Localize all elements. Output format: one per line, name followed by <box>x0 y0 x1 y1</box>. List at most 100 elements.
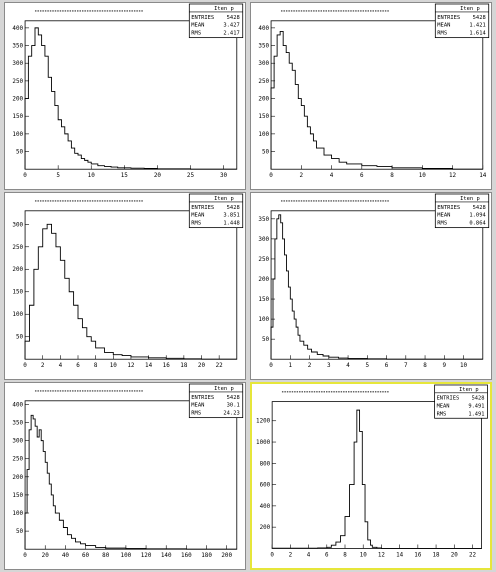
x-tick-label: 2 <box>300 172 304 179</box>
y-tick-label: 300 <box>258 60 269 67</box>
stats-value: 3.851 <box>223 213 239 219</box>
y-tick-label: 100 <box>12 311 23 318</box>
histogram-line <box>271 409 482 549</box>
stats-label: RMS <box>437 221 447 227</box>
x-tick-label: 2 <box>41 362 45 369</box>
y-tick-label: 250 <box>12 456 23 463</box>
y-tick-label: 400 <box>260 504 271 510</box>
x-tick-label: 20 <box>451 552 459 558</box>
x-tick-label: 2 <box>289 552 293 558</box>
y-tick-label: 50 <box>16 149 24 156</box>
stats-label: MEAN <box>191 213 204 219</box>
x-tick-label: 14 <box>479 172 487 179</box>
x-tick-label: 10 <box>88 172 96 179</box>
y-tick-label: 350 <box>258 43 269 50</box>
histogram-pad-3[interactable]: 0 2 4 6 8 10 12 14 16 18 20 22 50 100 150 200 250 300 Iten… <box>4 192 246 380</box>
x-tick-label: 8 <box>343 552 347 558</box>
x-tick-label: 60 <box>82 552 90 559</box>
stats-value: 0.864 <box>469 221 486 227</box>
plot-frame <box>271 401 482 549</box>
y-tick-label: 200 <box>258 96 269 103</box>
x-tick-label: 8 <box>94 362 98 369</box>
x-tick-label: 7 <box>404 362 408 369</box>
histogram-line <box>24 414 237 550</box>
stats-label: RMS <box>191 221 201 227</box>
stats-label: ENTRIES <box>191 15 214 21</box>
x-tick-label: 200 <box>221 552 232 559</box>
y-tick-label: 150 <box>258 296 269 303</box>
plot-frame <box>24 400 238 550</box>
x-tick-label: 14 <box>145 362 153 369</box>
x-tick-label: 0 <box>23 552 27 559</box>
stats-label: MEAN <box>437 403 450 409</box>
y-tick-label: 150 <box>12 289 23 296</box>
y-tick-label: 400 <box>12 25 23 32</box>
y-tick-label: 1200 <box>256 419 271 425</box>
histogram-pad-4[interactable]: 0 1 2 3 4 5 6 7 8 9 10 50 100 150 200 250 300 350 Iten p EN… <box>250 192 492 380</box>
stats-label: ENTRIES <box>191 205 214 211</box>
stats-label: ENTRIES <box>437 396 460 402</box>
x-tick-label: 20 <box>154 172 162 179</box>
x-tick-label: 4 <box>330 172 334 179</box>
stats-value: 5428 <box>473 205 486 211</box>
y-tick-label: 200 <box>12 266 23 273</box>
x-tick-label: 0 <box>23 362 27 369</box>
x-tick-label: 5 <box>366 362 370 369</box>
stats-label: RMS <box>191 31 201 37</box>
x-tick-label: 100 <box>121 552 132 559</box>
x-tick-label: 120 <box>141 552 152 559</box>
histogram-plot-1: 0 5 10 15 20 25 30 50 100 150 200 250 300 350 400 Iten … <box>12 3 244 179</box>
y-tick-label: 1000 <box>256 440 271 446</box>
y-tick-label: 50 <box>16 334 24 341</box>
stats-value: 1.421 <box>469 23 485 29</box>
y-tick-label: 400 <box>258 25 269 32</box>
x-tick-label: 20 <box>42 552 50 559</box>
stats-value: 2.417 <box>223 31 239 37</box>
stats-value: 5428 <box>227 205 240 211</box>
y-tick-label: 50 <box>16 528 24 535</box>
x-tick-label: 18 <box>180 362 188 369</box>
stats-box <box>434 384 488 419</box>
histogram-pad-5[interactable]: 0 20 40 60 80 100 120 140 160 180 200 50 100 150 200 25… <box>4 382 246 570</box>
x-tick-label: 6 <box>76 362 80 369</box>
stats-value: 24.23 <box>223 411 239 417</box>
stats-value: 5428 <box>227 395 240 401</box>
y-tick-label: 400 <box>12 401 23 408</box>
y-tick-label: 150 <box>12 113 23 120</box>
stats-label: MEAN <box>191 23 204 29</box>
x-tick-label: 3 <box>327 362 331 369</box>
histogram-pad-1[interactable]: 0 5 10 15 20 25 30 50 100 150 200 250 300 350 400 Iten … <box>4 2 246 190</box>
y-tick-label: 250 <box>258 256 269 263</box>
histogram-line <box>24 27 237 170</box>
x-tick-label: 9 <box>443 362 447 369</box>
x-tick-label: 160 <box>181 552 192 559</box>
stats-title: Iten p <box>214 6 234 12</box>
histogram-plot-4: 0 1 2 3 4 5 6 7 8 9 10 50 100 150 200 250 300 350 Iten pEN… <box>258 193 490 369</box>
stats-value: 1.094 <box>469 213 486 219</box>
x-tick-label: 14 <box>396 552 404 558</box>
x-tick-label: 10 <box>360 552 368 558</box>
y-tick-label: 350 <box>12 420 23 427</box>
x-tick-label: 4 <box>346 362 350 369</box>
histogram-plot-2: 0 2 4 6 8 10 12 14 50 100 150 200 250 300 350 400 Iten p… <box>258 3 490 179</box>
x-tick-label: 22 <box>216 362 224 369</box>
y-tick-label: 600 <box>260 483 271 489</box>
x-tick-label: 0 <box>269 172 273 179</box>
y-tick-label: 50 <box>262 149 270 156</box>
y-tick-label: 100 <box>258 131 269 138</box>
histogram-pad-6-selected[interactable]: 0 2 4 6 8 10 12 14 16 18 20 22 200 400 600 800 1000 1200 I… <box>250 382 492 570</box>
x-tick-label: 2 <box>308 362 312 369</box>
x-tick-label: 8 <box>423 362 427 369</box>
x-tick-label: 25 <box>187 172 195 179</box>
stats-label: ENTRIES <box>191 395 214 401</box>
histogram-pad-2[interactable]: 0 2 4 6 8 10 12 14 50 100 150 200 250 300 350 400 Iten p… <box>250 2 492 190</box>
stats-box <box>188 193 244 229</box>
stats-label: MEAN <box>437 213 450 219</box>
x-tick-label: 6 <box>385 362 389 369</box>
x-tick-label: 0 <box>269 362 273 369</box>
y-tick-label: 300 <box>258 236 269 243</box>
stats-title: Iten p <box>459 387 478 393</box>
stats-title: Iten p <box>214 196 234 202</box>
stats-box <box>434 3 490 39</box>
